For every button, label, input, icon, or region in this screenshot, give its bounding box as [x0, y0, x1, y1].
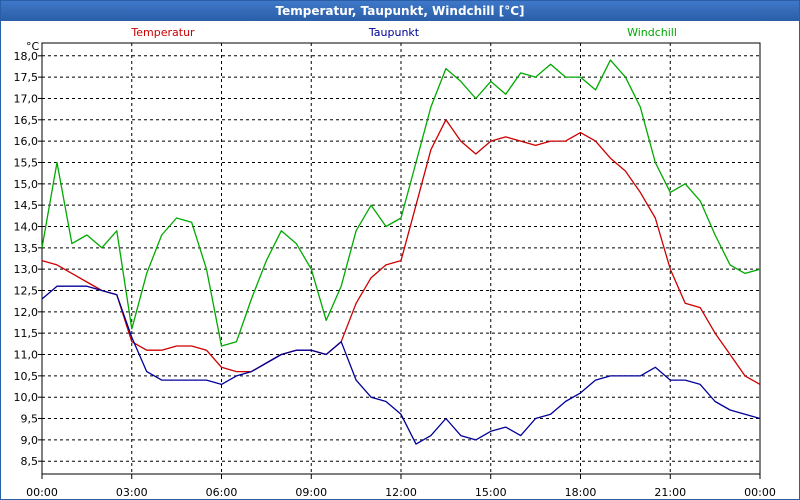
- x-tick-time: 06:00: [206, 486, 238, 499]
- legend-temperatur: Temperatur: [130, 26, 195, 39]
- y-tick-label: 13,0: [14, 263, 39, 276]
- series-line-temperatur: [41, 119, 761, 385]
- y-tick-label: 15,0: [14, 178, 39, 191]
- x-tick-time: 18:00: [565, 486, 597, 499]
- series-line-taupunkt: [41, 285, 761, 445]
- x-tick-time: 00:00: [26, 486, 58, 499]
- x-tick-time: 00:00: [744, 486, 776, 499]
- y-tick-label: 12,5: [14, 285, 39, 298]
- y-tick-label: 15,5: [14, 156, 39, 169]
- y-tick-label: 8,5: [21, 455, 39, 468]
- y-tick-label: 16,0: [14, 135, 39, 148]
- y-tick-label: 9,5: [21, 413, 39, 426]
- x-tick-time: 03:00: [116, 486, 148, 499]
- line-chart: Temperatur Taupunkt Windchill °C 8,5 9,0 9,5 1…: [14, 26, 776, 499]
- series-line-windchill: [41, 59, 761, 347]
- y-tick-label: 10,0: [14, 391, 39, 404]
- y-tick-label: 10,5: [14, 370, 39, 383]
- y-tick-label: 18,0: [14, 50, 39, 63]
- x-tick-time: 15:00: [475, 486, 507, 499]
- x-tick-time: 21:00: [654, 486, 686, 499]
- plot-area: [41, 42, 761, 475]
- legend-taupunkt: Taupunkt: [368, 26, 420, 39]
- y-tick-label: 14,5: [14, 199, 39, 212]
- y-tick-label: 12,0: [14, 306, 39, 319]
- y-tick-label: 14,0: [14, 220, 39, 233]
- legend-windchill: Windchill: [627, 26, 677, 39]
- y-axis-unit: °C: [26, 40, 40, 53]
- window-title: Temperatur, Taupunkt, Windchill [°C]: [1, 1, 799, 21]
- y-tick-label: 11,5: [14, 327, 39, 340]
- y-tick-label: 11,0: [14, 349, 39, 362]
- y-tick-label: 9,0: [21, 434, 39, 447]
- y-tick-label: 13,5: [14, 242, 39, 255]
- x-tick-time: 09:00: [295, 486, 327, 499]
- x-tick-time: 12:00: [385, 486, 417, 499]
- y-tick-label: 17,0: [14, 92, 39, 105]
- y-tick-label: 17,5: [14, 71, 39, 84]
- y-tick-label: 16,5: [14, 114, 39, 127]
